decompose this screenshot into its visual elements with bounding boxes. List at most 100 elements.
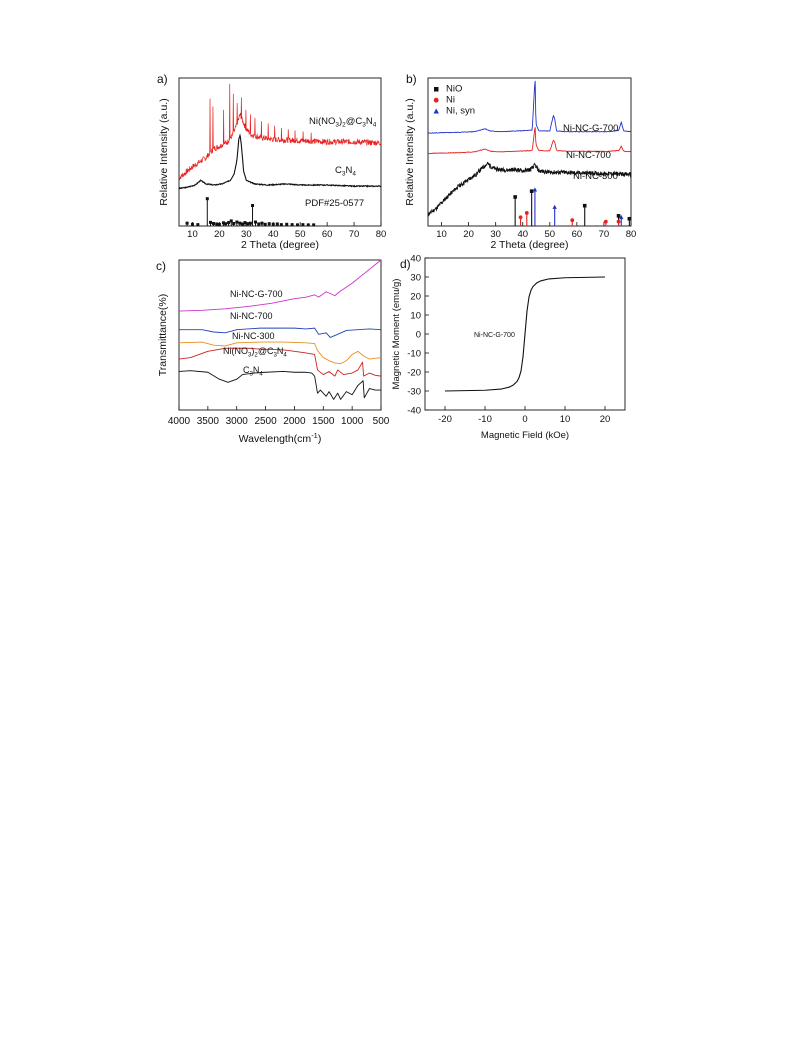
x-tick-label: 20 bbox=[463, 229, 474, 240]
reference-label: PDF#25-0577 bbox=[305, 198, 364, 209]
series-line-ni-nc-300 bbox=[178, 341, 382, 365]
legend-marker-square bbox=[434, 87, 439, 92]
series-label: Ni-NC-300 bbox=[232, 331, 275, 341]
x-tick-label: 500 bbox=[373, 416, 390, 427]
x-tick-label: 3500 bbox=[197, 416, 220, 427]
reference-marker bbox=[211, 221, 215, 225]
legend-label: NiO bbox=[446, 84, 462, 95]
reference-marker bbox=[570, 218, 575, 223]
reference-marker bbox=[205, 197, 209, 201]
series-label: Ni-NC-700 bbox=[230, 311, 273, 321]
series-line-ni-nc-700 bbox=[427, 127, 631, 155]
reference-marker bbox=[524, 211, 529, 215]
series-line-ni-nc-g-700 bbox=[427, 80, 631, 134]
reference-marker bbox=[285, 222, 289, 226]
x-tick-label: 10 bbox=[436, 229, 447, 240]
reference-marker bbox=[518, 215, 523, 220]
x-tick-label: 30 bbox=[490, 229, 501, 240]
y-tick-label: 0 bbox=[416, 330, 421, 341]
series-label: Ni-NC-G-700 bbox=[230, 289, 283, 299]
panel-d: -20 -10 0 10 20 -40 -30 -20 -10 0 10 20 30 40d) Magnet… bbox=[391, 254, 626, 441]
legend-label: Ni bbox=[446, 95, 455, 106]
reference-marker bbox=[279, 223, 283, 227]
y-tick-label: 20 bbox=[410, 292, 421, 303]
reference-marker bbox=[248, 221, 252, 225]
panel-a: 10 20 30 40 50 60 70 80 a) 2 Theta (degree) Relati… bbox=[157, 72, 386, 251]
panel-label-d: d) bbox=[400, 257, 411, 271]
y-tick-label: -10 bbox=[407, 349, 421, 360]
x-tick-label: 40 bbox=[517, 229, 528, 240]
panel-c: 4000 3500 3000 2500 2000 1500 1000 500 c) Wavelen… bbox=[156, 259, 390, 445]
y-tick-label: -20 bbox=[407, 368, 421, 379]
x-axis-label: 2 Theta (degree) bbox=[490, 239, 568, 251]
series-line-ni-nc-700 bbox=[179, 327, 382, 338]
x-tick-label: 60 bbox=[322, 229, 333, 240]
reference-marker bbox=[209, 220, 213, 224]
series-line-ni-nc-g-700 bbox=[178, 259, 382, 312]
y-tick-label: -30 bbox=[407, 387, 421, 398]
y-tick-label: 10 bbox=[410, 311, 421, 322]
reference-marker bbox=[253, 220, 257, 224]
reference-marker bbox=[190, 222, 194, 226]
reference-marker bbox=[529, 189, 534, 193]
x-tick-label: 3000 bbox=[226, 416, 249, 427]
x-tick-label: 70 bbox=[349, 229, 360, 240]
series-line-c3n4 bbox=[178, 133, 381, 190]
reference-marker bbox=[227, 221, 231, 225]
reference-marker bbox=[627, 216, 632, 221]
reference-marker bbox=[243, 221, 247, 225]
legend-label: Ni, syn bbox=[446, 106, 475, 117]
reference-marker bbox=[224, 222, 228, 226]
series-label-c3n4: C3N4 bbox=[335, 165, 356, 178]
reference-marker bbox=[552, 204, 557, 209]
panel-label-a: a) bbox=[157, 72, 168, 86]
series-line-ni-no3-c3n4 bbox=[178, 347, 382, 377]
x-tick-label: 10 bbox=[187, 229, 198, 240]
x-tick-label: 2000 bbox=[283, 416, 306, 427]
y-tick-label: 30 bbox=[410, 273, 421, 284]
reference-marker bbox=[312, 223, 316, 227]
legend-marker-circle bbox=[433, 97, 439, 103]
y-tick-label: -40 bbox=[407, 406, 421, 417]
reference-marker bbox=[238, 221, 242, 225]
reference-marker bbox=[275, 222, 279, 226]
x-tick-label: 0 bbox=[522, 414, 527, 425]
x-tick-label: 60 bbox=[572, 229, 583, 240]
reference-marker bbox=[257, 222, 261, 226]
reference-marker bbox=[185, 221, 189, 225]
reference-marker bbox=[217, 222, 221, 226]
reference-marker bbox=[221, 221, 225, 225]
series-label: Ni-NC-G-700 bbox=[474, 332, 515, 339]
panel-label-b: b) bbox=[406, 72, 417, 86]
x-tick-label: 20 bbox=[214, 229, 225, 240]
legend-marker-triangle bbox=[433, 108, 439, 114]
y-axis-label: Relative Intensity (a.u.) bbox=[158, 98, 170, 205]
y-tick-label: 40 bbox=[410, 254, 421, 265]
reference-marker bbox=[232, 221, 236, 225]
reference-marker bbox=[246, 222, 250, 226]
reference-marker bbox=[619, 214, 624, 220]
x-tick-label: 80 bbox=[376, 229, 387, 240]
x-tick-label: 80 bbox=[626, 229, 637, 240]
series-line-c3n4 bbox=[178, 370, 381, 400]
panel-b: 10 20 30 40 50 60 70 80 b) 2 Theta (degree) Relati… bbox=[404, 72, 636, 251]
reference-marker bbox=[263, 222, 267, 226]
reference-marker bbox=[235, 220, 239, 224]
series-label: Ni(NO3)2@C3N4 bbox=[223, 346, 287, 359]
series-label: Ni-NC-700 bbox=[566, 150, 611, 161]
series-label: C3N4 bbox=[243, 365, 263, 378]
reference-marker bbox=[582, 203, 587, 208]
reference-marker bbox=[290, 223, 294, 227]
reference-marker bbox=[251, 204, 255, 208]
x-tick-label: 40 bbox=[268, 229, 279, 240]
reference-marker bbox=[196, 223, 200, 227]
series-line-ni-nc-300 bbox=[427, 161, 632, 217]
reference-marker bbox=[271, 222, 275, 226]
panel-label-c: c) bbox=[156, 259, 166, 273]
reference-marker bbox=[215, 222, 219, 226]
x-tick-label: 1000 bbox=[341, 416, 364, 427]
x-tick-label: 50 bbox=[295, 229, 306, 240]
reference-marker bbox=[296, 223, 300, 227]
